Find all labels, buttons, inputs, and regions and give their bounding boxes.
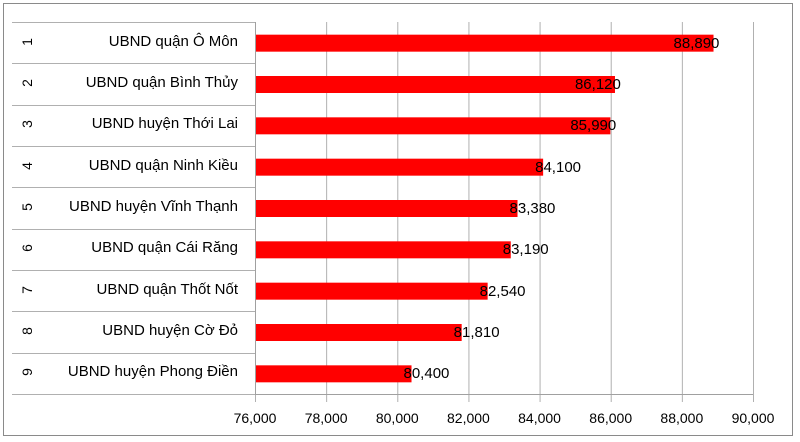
x-tick-label: 80,000: [375, 410, 419, 426]
x-tick-label: 76,000: [233, 410, 277, 426]
category-label: UBND quận Ninh Kiều: [88, 156, 238, 174]
rank-label: 3: [19, 120, 35, 129]
category-label: UBND quận Ô Môn: [108, 32, 238, 50]
data-label: 82,540: [479, 282, 526, 300]
category-label: UBND quận Cái Răng: [91, 239, 238, 257]
bar: [256, 117, 611, 135]
bar: [256, 282, 488, 300]
bar: [256, 324, 462, 341]
category-label: UBND quận Thốt Nốt: [96, 280, 238, 298]
rank-label: 5: [19, 203, 35, 211]
data-label: 86,120: [574, 76, 621, 93]
category-label: UBND quận Bình Thủy: [85, 74, 238, 91]
bar: [256, 34, 714, 52]
data-label: 80,400: [403, 365, 450, 383]
chart-frame: [3, 3, 793, 436]
x-tick-label: 88,000: [660, 410, 704, 426]
bar: [256, 76, 615, 93]
bar: [256, 158, 544, 176]
data-label: 83,190: [502, 241, 549, 259]
x-tick-label: 78,000: [304, 410, 348, 426]
x-tick-label: 84,000: [518, 410, 561, 426]
category-label: UBND huyện Cờ Đỏ: [102, 322, 238, 339]
data-label: 81,810: [453, 324, 500, 341]
rank-label: 7: [19, 285, 35, 294]
x-tick-label: 82,000: [447, 410, 490, 426]
data-label: 88,890: [673, 34, 720, 52]
x-tick-label: 86,000: [589, 410, 633, 426]
category-label: UBND huyện Phong Điền: [67, 363, 238, 381]
category-label: UBND huyện Vĩnh Thạnh: [69, 198, 238, 215]
data-label: 83,380: [509, 200, 556, 217]
rank-label: 6: [19, 244, 35, 253]
bar: [256, 200, 518, 217]
bar: [256, 365, 412, 383]
bar: [256, 241, 511, 259]
data-label: 85,990: [570, 117, 617, 135]
rank-label: 2: [19, 79, 35, 87]
rank-label: 8: [19, 327, 35, 335]
rank-label: 1: [19, 37, 35, 46]
rank-label: 4: [19, 161, 35, 170]
x-tick-label: 90,000: [731, 410, 775, 426]
data-label: 84,100: [535, 158, 582, 176]
category-label: UBND huyện Thới Lai: [91, 115, 238, 133]
rank-label: 9: [19, 368, 35, 377]
